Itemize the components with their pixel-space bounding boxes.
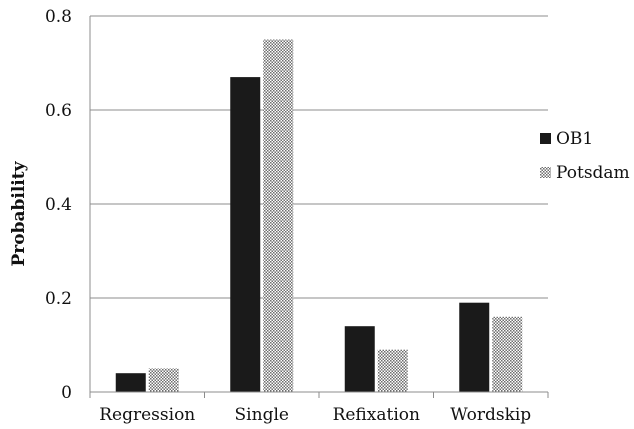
axes bbox=[89, 16, 549, 398]
y-tick-label: 0 bbox=[61, 383, 72, 403]
y-tick-label: 0.4 bbox=[45, 195, 72, 215]
legend: OB1 Potsdam bbox=[540, 129, 630, 183]
bar-ob1-refixation bbox=[344, 326, 375, 392]
x-tick-labels: Regression Single Refixation Wordskip bbox=[99, 405, 531, 425]
legend-label-ob1: OB1 bbox=[556, 129, 593, 149]
x-tick-label: Refixation bbox=[333, 405, 420, 425]
y-tick-label: 0.6 bbox=[45, 101, 72, 121]
bar-ob1-wordskip bbox=[459, 302, 490, 392]
y-tick-label: 0.8 bbox=[45, 7, 72, 27]
bars bbox=[115, 39, 523, 392]
bar-potsdam-refixation bbox=[377, 349, 408, 392]
bar-potsdam-wordskip bbox=[492, 316, 523, 392]
bar-potsdam-single bbox=[263, 39, 294, 392]
bar-potsdam-regression bbox=[148, 368, 179, 392]
x-tick-label: Single bbox=[235, 405, 289, 425]
legend-label-potsdam: Potsdam bbox=[556, 163, 630, 183]
gridlines bbox=[90, 15, 548, 299]
x-tick-label: Regression bbox=[99, 405, 195, 425]
legend-swatch-ob1 bbox=[540, 133, 551, 144]
y-tick-label: 0.2 bbox=[45, 289, 72, 309]
bar-ob1-regression bbox=[115, 373, 146, 392]
bar-ob1-single bbox=[230, 77, 261, 392]
x-tick-label: Wordskip bbox=[450, 405, 531, 425]
legend-swatch-potsdam bbox=[540, 167, 551, 178]
y-axis-label: Probability bbox=[9, 160, 29, 266]
y-tick-labels: 0 0.2 0.4 0.6 0.8 bbox=[45, 7, 72, 403]
